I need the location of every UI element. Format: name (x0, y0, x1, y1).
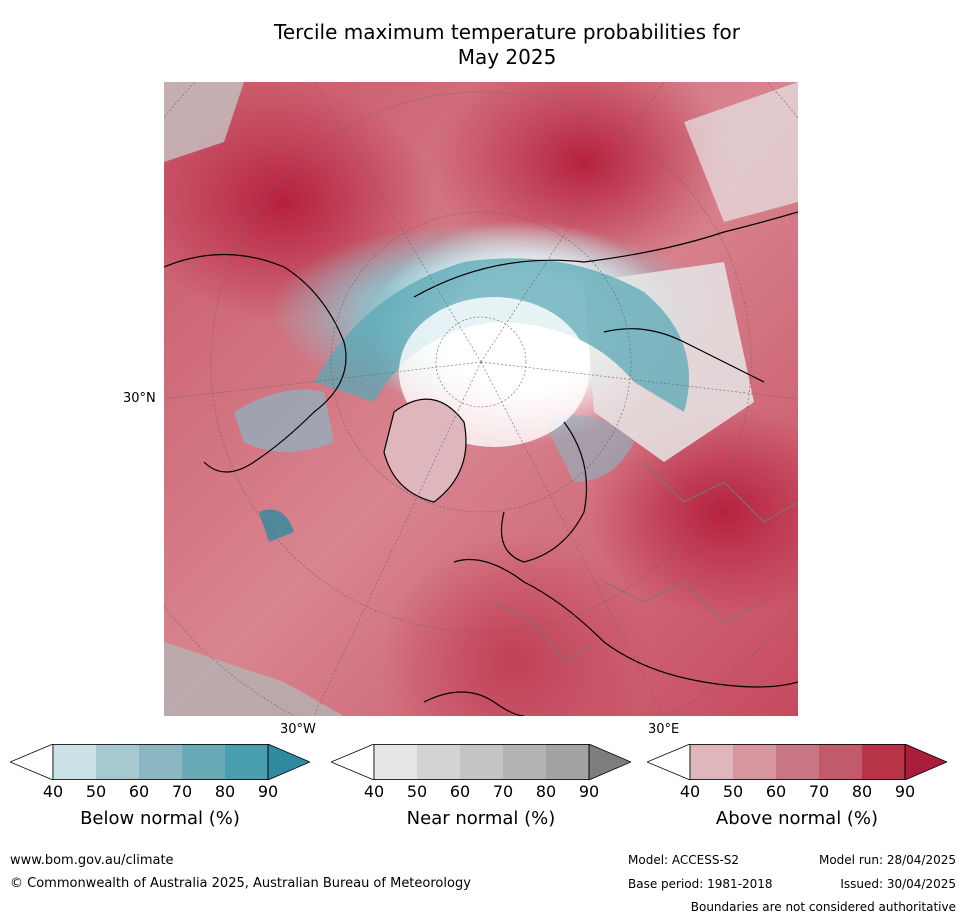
colorbar-segment (182, 744, 225, 780)
colorbar-segment (819, 744, 862, 780)
graticule-latitude-circle (330, 211, 632, 513)
graticule-latitude-circle (210, 91, 752, 633)
tick-label: 70 (808, 782, 830, 801)
tick-label: 90 (894, 782, 916, 801)
colorbar-segment (862, 744, 905, 780)
graticule-meridian (480, 361, 665, 716)
graticule-meridian (313, 361, 482, 716)
coastline (603, 328, 765, 383)
title-line-2: May 2025 (457, 45, 557, 69)
latitude-label: 30°N (123, 391, 156, 406)
footer-disclaimer: Boundaries are not considered authoritat… (690, 900, 956, 914)
colorbar-segment (139, 744, 182, 780)
colorbar-segment (733, 744, 776, 780)
tick-label: 80 (535, 782, 557, 801)
colorbar-near-normal (331, 744, 631, 780)
colorbar-above-normal (647, 744, 947, 780)
coastline (423, 691, 525, 716)
probability-map (164, 82, 798, 716)
footer-website: www.bom.gov.au/climate (10, 853, 174, 868)
below-normal-region (259, 509, 294, 542)
colorbar-segment (460, 744, 503, 780)
colorbar-left-extension (331, 744, 375, 780)
tick-label: 80 (214, 782, 236, 801)
colorbar-below-label: Below normal (%) (80, 808, 240, 829)
colorbar-segment (96, 744, 139, 780)
near-normal-patch (164, 642, 344, 716)
colorbar-border (52, 744, 269, 780)
tick-label: 50 (406, 782, 428, 801)
colorbar-near-label: Near normal (%) (406, 808, 556, 829)
colorbar-segment (546, 744, 589, 780)
country-border (643, 461, 798, 523)
title-line-1: Tercile maximum temperature probabilitie… (274, 20, 740, 44)
country-border (603, 581, 765, 623)
longitude-label-west: 30°W (280, 722, 316, 737)
colorbar-below-svg (10, 744, 310, 780)
below-normal-region (314, 258, 689, 412)
graticule-latitude-circle (435, 316, 527, 408)
colorbar-segment (53, 744, 96, 780)
below-normal-region (544, 415, 634, 482)
footer-model: Model: ACCESS-S2 (628, 853, 740, 867)
colorbar-segment (417, 744, 460, 780)
coastline (453, 558, 798, 688)
tick-label: 80 (851, 782, 873, 801)
tick-label: 50 (85, 782, 107, 801)
colorbar-below-normal (10, 744, 310, 780)
tick-label: 40 (363, 782, 385, 801)
longitude-label-east: 30°E (648, 722, 680, 737)
coastline (164, 253, 347, 473)
near-normal-patch (164, 82, 244, 162)
colorbar-above-label: Above normal (%) (715, 808, 879, 829)
colorbar-segment (225, 744, 268, 780)
colorbar-right-extension (904, 744, 947, 780)
tick-label: 60 (449, 782, 471, 801)
colorbar-segment (374, 744, 417, 780)
coastline (500, 421, 587, 563)
colorbar-segment (503, 744, 546, 780)
tick-label: 60 (765, 782, 787, 801)
tick-label: 70 (492, 782, 514, 801)
map-title: Tercile maximum temperature probabilitie… (200, 20, 814, 70)
graticule-meridian (480, 361, 798, 400)
greenland-region (383, 398, 467, 503)
colorbar-right-extension (267, 744, 310, 780)
below-normal-region (234, 389, 334, 452)
colorbar-border (373, 744, 590, 780)
tick-label: 90 (257, 782, 279, 801)
colorbar-left-extension (647, 744, 691, 780)
colorbar-border (689, 744, 906, 780)
footer-model-run: Model run: 28/04/2025 (818, 853, 956, 867)
footer-base-period: Base period: 1981-2018 (628, 877, 773, 891)
colorbar-left-extension (10, 744, 54, 780)
colorbar-segment (690, 744, 733, 780)
tick-label: 70 (171, 782, 193, 801)
tick-label: 90 (578, 782, 600, 801)
tick-label: 50 (722, 782, 744, 801)
colorbar-above-svg (647, 744, 947, 780)
colorbar-right-extension (588, 744, 631, 780)
map-overlay (164, 82, 798, 716)
tick-label: 40 (679, 782, 701, 801)
footer-copyright: © Commonwealth of Australia 2025, Austra… (10, 876, 471, 891)
graticule-meridian (164, 361, 482, 400)
footer-issued: Issued: 30/04/2025 (840, 877, 956, 891)
colorbar-segment (776, 744, 819, 780)
coastline (413, 211, 798, 298)
tick-label: 60 (128, 782, 150, 801)
tick-label: 40 (42, 782, 64, 801)
colorbar-near-svg (331, 744, 631, 780)
near-normal-patch (684, 82, 798, 222)
country-border (493, 601, 595, 663)
